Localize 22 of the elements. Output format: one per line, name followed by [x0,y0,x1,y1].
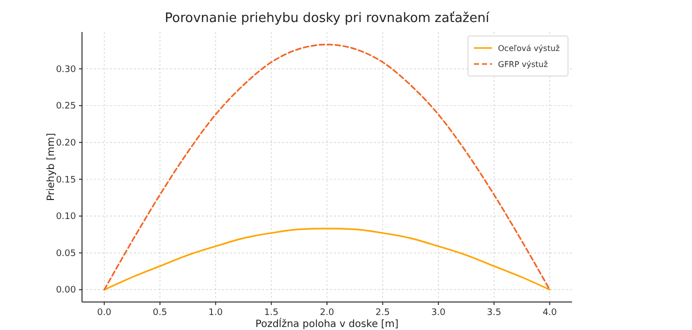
x-tick-label: 1.5 [264,308,278,318]
y-tick-label: 0.00 [56,286,76,296]
y-axis-title: Priehyb [mm] [46,132,57,201]
y-tick-label: 0.05 [56,248,76,259]
x-tick-label: 0.0 [97,308,112,318]
y-tick-label: 0.30 [56,64,76,75]
chart-title: Porovnanie priehybu dosky pri rovnakom zaťažení [164,11,490,26]
x-tick-label: 2.0 [320,308,334,318]
x-axis-title: Pozdĺžna poloha v doske [m] [255,317,399,330]
x-tick-label: 0.5 [152,308,168,318]
legend-label: GFRP výstuž [498,60,548,69]
legend-label: Oceľová výstuž [498,44,560,53]
y-tick-label: 0.15 [56,175,76,186]
y-tick-label: 0.20 [56,138,76,148]
y-tick-label: 0.10 [56,212,76,222]
x-tick-label: 3.0 [431,308,446,318]
x-tick-label: 3.5 [486,308,502,318]
x-tick-label: 4.0 [542,308,558,318]
x-tick-label: 2.5 [376,308,390,318]
y-tick-label: 0.25 [56,102,76,112]
line-series [103,228,551,291]
x-tick-label: 1.0 [208,308,224,318]
